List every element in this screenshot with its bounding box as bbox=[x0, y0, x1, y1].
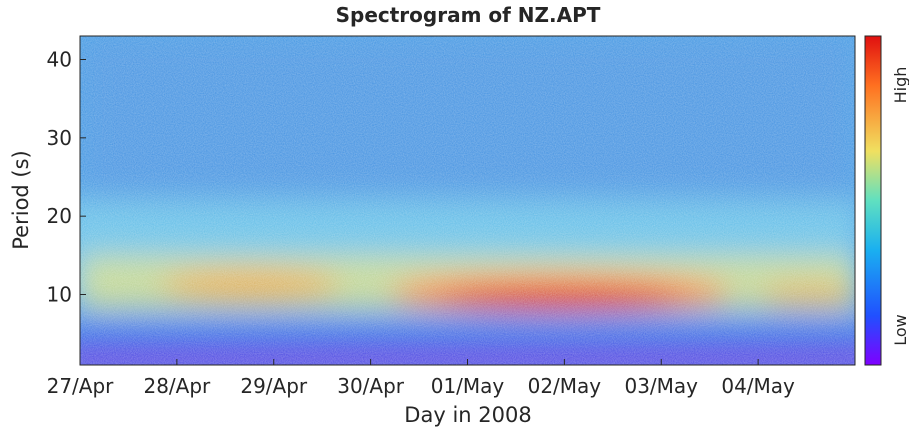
y-tick-label: 30 bbox=[47, 126, 72, 150]
x-tick-label: 03/May bbox=[624, 374, 698, 398]
y-tick-label: 10 bbox=[47, 283, 72, 307]
x-tick-label: 04/May bbox=[721, 374, 795, 398]
x-tick-label: 29/Apr bbox=[240, 374, 308, 398]
colorbar-label: High bbox=[891, 67, 909, 104]
x-tick-label: 01/May bbox=[431, 374, 505, 398]
x-tick-label: 30/Apr bbox=[337, 374, 405, 398]
y-axis-label: Period (s) bbox=[9, 150, 33, 249]
y-tick-label: 40 bbox=[47, 48, 72, 72]
x-tick-label: 02/May bbox=[528, 374, 602, 398]
x-tick-label: 27/Apr bbox=[47, 374, 115, 398]
y-tick-label: 20 bbox=[47, 204, 72, 228]
x-tick-label: 28/Apr bbox=[143, 374, 211, 398]
colorbar-label: Low bbox=[891, 314, 909, 346]
chart-title: Spectrogram of NZ.APT bbox=[336, 3, 601, 27]
x-axis-label: Day in 2008 bbox=[404, 403, 531, 427]
spectrogram bbox=[80, 36, 855, 365]
colorbar bbox=[864, 35, 882, 366]
